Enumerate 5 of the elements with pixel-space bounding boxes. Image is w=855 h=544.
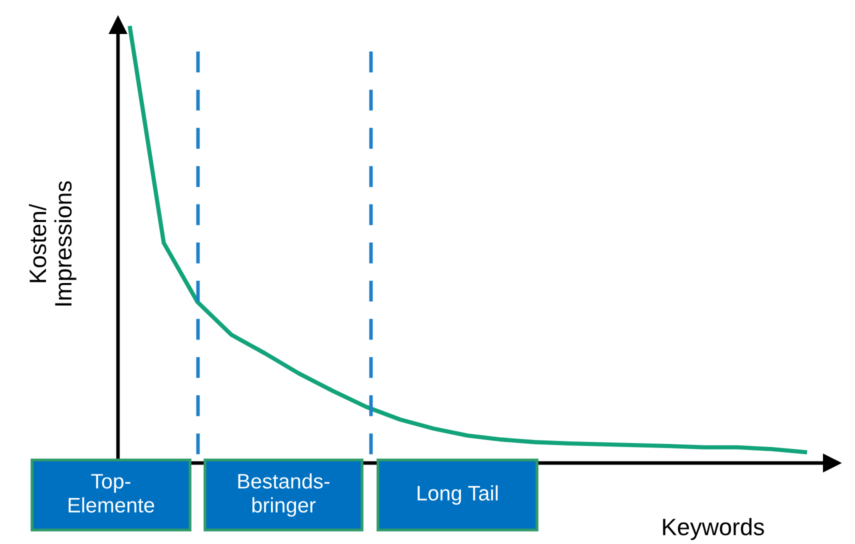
text: Long Tail bbox=[418, 485, 498, 505]
text: Top- Elemente bbox=[68, 474, 154, 513]
text: Bestands- bringer bbox=[238, 473, 330, 517]
y-axis-title: Kosten/ Impressions bbox=[28, 181, 76, 306]
x-axis-title: Keywords bbox=[663, 518, 764, 540]
